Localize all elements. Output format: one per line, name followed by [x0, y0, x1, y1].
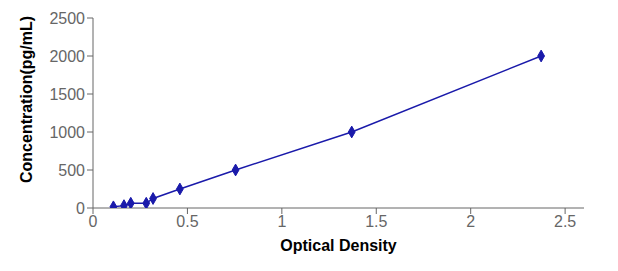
svg-text:Optical Density: Optical Density: [280, 237, 397, 254]
svg-text:Concentration(pg/mL): Concentration(pg/mL): [18, 16, 35, 183]
svg-text:2000: 2000: [49, 48, 85, 65]
svg-text:2: 2: [466, 213, 475, 230]
svg-text:1000: 1000: [49, 124, 85, 141]
svg-text:1500: 1500: [49, 86, 85, 103]
svg-text:2.5: 2.5: [554, 213, 576, 230]
svg-text:1.5: 1.5: [365, 213, 387, 230]
svg-text:500: 500: [58, 162, 85, 179]
svg-text:0: 0: [76, 200, 85, 217]
svg-text:1: 1: [277, 213, 286, 230]
svg-text:2500: 2500: [49, 10, 85, 27]
svg-text:0.5: 0.5: [176, 213, 198, 230]
svg-text:0: 0: [89, 213, 98, 230]
